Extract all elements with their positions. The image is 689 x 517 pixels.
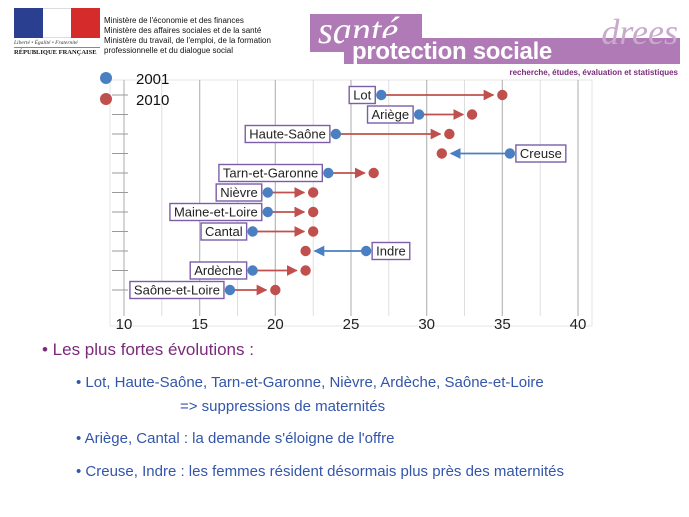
category-label-box bbox=[218, 163, 324, 183]
point-2010 bbox=[307, 187, 319, 198]
gov-motto: Liberté • Égalité • Fraternité bbox=[14, 40, 78, 46]
category-label-box bbox=[200, 222, 248, 241]
x-tick-label: 25 bbox=[343, 316, 360, 333]
ministry-line: professionnelle et du dialogue social bbox=[104, 46, 233, 55]
category-label: Haute-Saône bbox=[249, 127, 326, 142]
category-label: Tarn-et-Garonne bbox=[223, 166, 318, 181]
x-tick-label: 15 bbox=[191, 316, 208, 333]
point-2010 bbox=[307, 226, 319, 237]
ministry-line: Ministère de l'économie et des finances bbox=[104, 16, 244, 25]
category-label: Indre bbox=[376, 244, 406, 259]
bullet-1-line-1: • Lot, Haute-Saône, Tarn-et-Garonne, Niè… bbox=[76, 374, 544, 391]
point-2001 bbox=[323, 167, 334, 179]
category-label: Saône-et-Loire bbox=[134, 283, 220, 298]
point-2001 bbox=[330, 128, 342, 140]
point-2001 bbox=[262, 187, 273, 198]
drees-logo: drees bbox=[601, 12, 678, 52]
bullet-2: • Ariège, Cantal : la demande s'éloigne … bbox=[76, 430, 395, 447]
x-tick-label: 10 bbox=[116, 316, 133, 333]
x-tick-label: 30 bbox=[418, 316, 435, 333]
category-label-box bbox=[215, 183, 263, 202]
bullet-3: • Creuse, Indre : les femmes résident dé… bbox=[76, 463, 564, 480]
bullet-heading: • Les plus fortes évolutions : bbox=[42, 340, 254, 359]
point-2010 bbox=[270, 284, 281, 296]
point-2010 bbox=[436, 148, 447, 159]
point-2001 bbox=[247, 226, 258, 237]
category-label: Ariège bbox=[372, 107, 410, 122]
point-2010 bbox=[497, 89, 508, 101]
ministry-line: Ministère du travail, de l'emploi, de la… bbox=[104, 36, 271, 45]
point-2010 bbox=[368, 167, 379, 179]
category-label: Maine-et-Loire bbox=[174, 205, 258, 220]
point-2010 bbox=[444, 128, 455, 140]
category-label-box bbox=[169, 202, 263, 222]
ministries-list: Ministère de l'économie et des finances … bbox=[104, 16, 271, 56]
point-2001 bbox=[360, 245, 372, 257]
category-label-box bbox=[129, 280, 225, 300]
category-label: Creuse bbox=[520, 146, 562, 161]
point-2001 bbox=[413, 109, 425, 120]
brand-bar bbox=[344, 38, 680, 64]
point-2001 bbox=[247, 265, 258, 276]
brand-protection-sociale: protection sociale bbox=[352, 38, 552, 65]
point-2010 bbox=[300, 245, 311, 257]
x-tick-label: 40 bbox=[570, 316, 587, 333]
category-label-box bbox=[371, 241, 411, 261]
chart-legend: 2001 2010 bbox=[100, 71, 169, 109]
category-label: Cantal bbox=[205, 224, 243, 239]
french-flag-icon bbox=[14, 8, 101, 38]
legend-marker-2010 bbox=[100, 93, 112, 105]
brand-tagline: recherche, études, évaluation et statist… bbox=[509, 68, 678, 77]
category-label-box bbox=[515, 144, 567, 163]
legend-marker-2001 bbox=[100, 72, 112, 84]
gov-republic: RÉPUBLIQUE FRANÇAISE bbox=[14, 47, 100, 56]
category-label-box bbox=[366, 105, 414, 124]
category-label-box bbox=[189, 261, 248, 280]
point-2010 bbox=[466, 109, 478, 120]
chart-x-ticks: 10 15 20 25 30 35 40 bbox=[116, 316, 587, 333]
x-tick-label: 20 bbox=[267, 316, 284, 333]
point-2010 bbox=[300, 265, 311, 276]
legend-label-2001: 2001 bbox=[136, 71, 169, 88]
point-2010 bbox=[307, 206, 319, 218]
point-2001 bbox=[376, 89, 387, 101]
brand-banner: santé protection sociale drees recherche… bbox=[310, 12, 682, 84]
category-label: Nièvre bbox=[220, 185, 258, 200]
category-label-box bbox=[244, 124, 331, 144]
point-2001 bbox=[224, 284, 236, 296]
bullet-1-line-2: => suppressions de maternités bbox=[180, 398, 386, 415]
ministry-line: Ministère des affaires sociales et de la… bbox=[104, 26, 262, 35]
category-label-box bbox=[348, 85, 376, 105]
government-logo: Liberté • Égalité • Fraternité RÉPUBLIQU… bbox=[14, 8, 101, 56]
category-label: Lot bbox=[353, 88, 371, 103]
category-label: Ardèche bbox=[194, 263, 242, 278]
point-2001 bbox=[262, 206, 273, 218]
point-2001 bbox=[504, 148, 516, 159]
x-tick-label: 35 bbox=[494, 316, 511, 333]
legend-label-2010: 2010 bbox=[136, 92, 169, 109]
